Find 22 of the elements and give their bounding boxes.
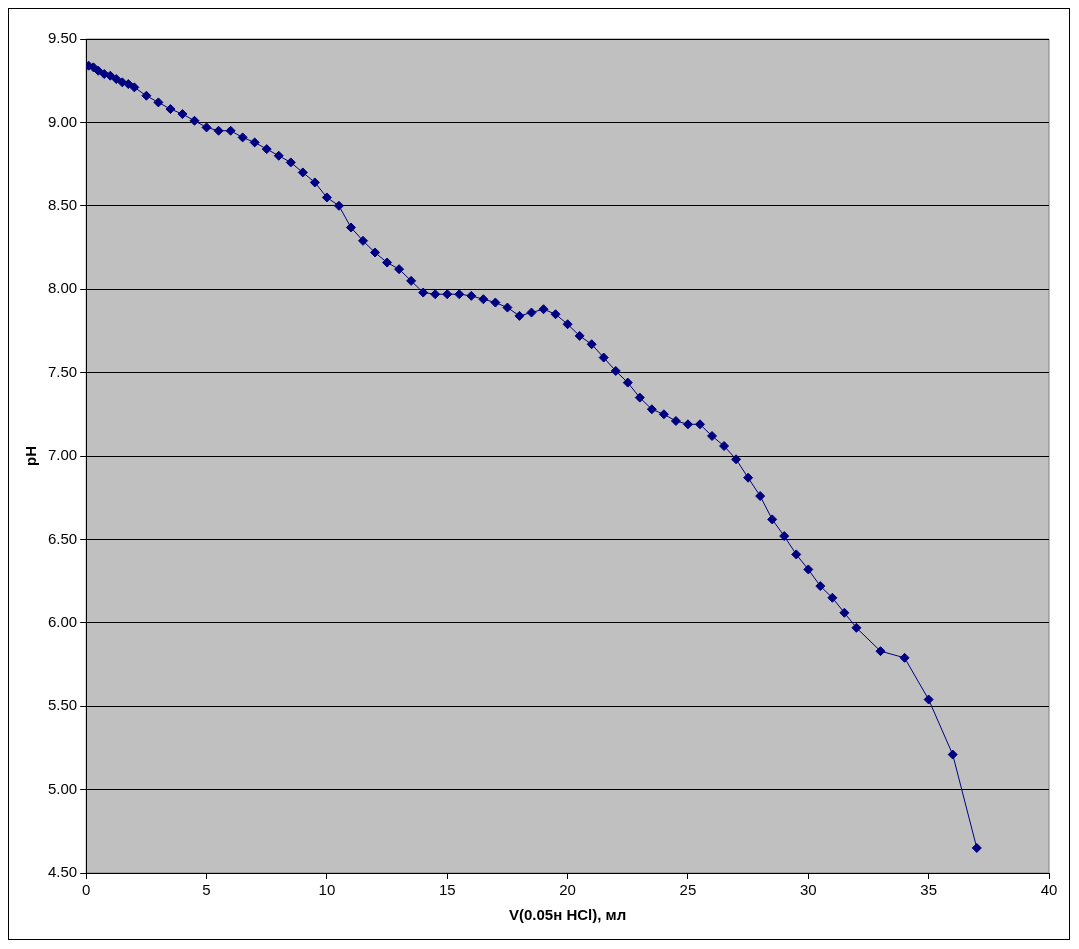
- y-axis-title: pH: [22, 446, 40, 466]
- y-tick-label: 9.00: [47, 112, 78, 130]
- x-tick-label: 0: [82, 881, 91, 899]
- y-tick-label: 8.00: [47, 279, 78, 297]
- y-tick-label: 8.50: [47, 195, 78, 213]
- x-tick-label: 5: [202, 881, 211, 899]
- y-tick-label: 7.00: [47, 446, 78, 464]
- y-tick-label: 4.50: [47, 863, 78, 881]
- x-tick-label: 40: [1040, 881, 1058, 899]
- x-tick-label: 30: [799, 881, 817, 899]
- y-tick-label: 7.50: [47, 362, 78, 380]
- x-tick-label: 25: [679, 881, 697, 899]
- x-tick-label: 10: [318, 881, 336, 899]
- y-tick-label: 5.00: [47, 779, 78, 797]
- y-tick-label: 5.50: [47, 696, 78, 714]
- y-tick-label: 6.50: [47, 529, 78, 547]
- y-tick-label: 9.50: [47, 29, 78, 47]
- x-tick-label: 20: [559, 881, 576, 899]
- x-tick-label: 15: [438, 881, 456, 899]
- x-tick-label: 35: [920, 881, 937, 899]
- x-axis-title: V(0.05н HCl), мл: [508, 906, 627, 924]
- y-tick-label: 6.00: [47, 612, 78, 630]
